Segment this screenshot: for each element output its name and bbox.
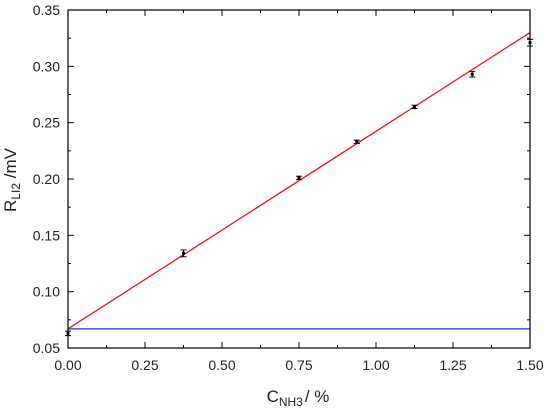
plot-frame [67, 9, 531, 349]
x-tick-label: 0.50 [208, 357, 235, 373]
plot-series [65, 31, 533, 337]
y-tick-label: 0.35 [33, 2, 60, 18]
y-tick-label: 0.10 [33, 284, 60, 300]
fit-line [67, 31, 531, 330]
data-point [355, 140, 359, 144]
data-point [297, 176, 301, 180]
x-tick-label: 1.25 [439, 357, 466, 373]
x-tick-label: 0.00 [54, 357, 81, 373]
y-tick-label: 0.20 [33, 171, 60, 187]
x-tick-label: 0.75 [285, 357, 312, 373]
x-axis-label: CNH3/ % [267, 387, 330, 409]
y-tick-label: 0.30 [33, 58, 60, 74]
data-point [413, 105, 416, 109]
data-point [470, 72, 474, 76]
x-tick-label: 1.00 [362, 357, 389, 373]
x-tick-label: 1.50 [516, 357, 543, 373]
x-tick-label: 0.25 [131, 357, 158, 373]
y-tick-label: 0.05 [33, 340, 60, 356]
y-tick-label: 0.25 [33, 115, 60, 131]
y-axis-label: RLI2 /mV [1, 147, 23, 212]
axis-ticks: 0.00 0.25 0.50 0.75 1.00 1.25 1.50 0.05 0.10 0.15… [33, 2, 544, 373]
y-tick-label: 0.15 [33, 227, 60, 243]
data-point [182, 251, 185, 255]
